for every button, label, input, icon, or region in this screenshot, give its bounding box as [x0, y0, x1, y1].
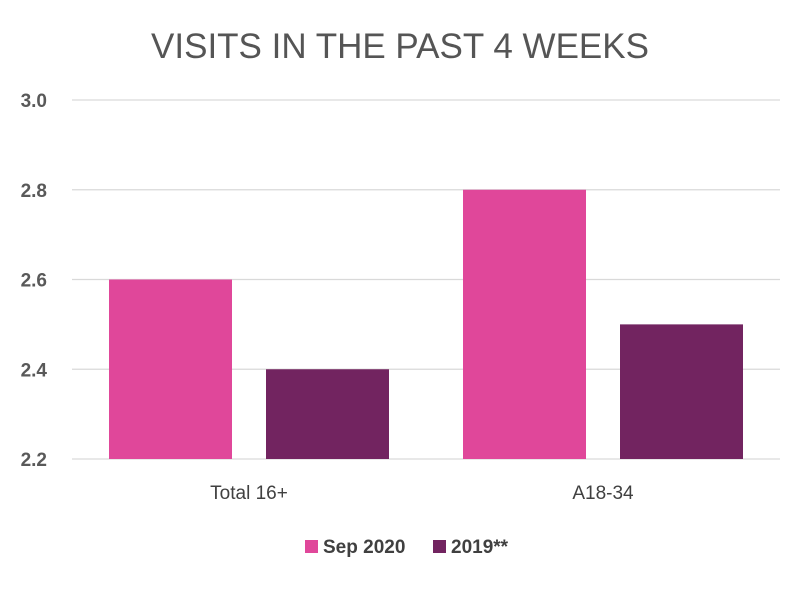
- x-category-label: A18-34: [572, 483, 634, 504]
- x-category-label: Total 16+: [210, 483, 288, 504]
- legend: Sep 2020 2019**: [305, 537, 509, 558]
- bar-2019-0: [266, 369, 389, 459]
- legend-label: 2019**: [451, 537, 509, 558]
- y-tick-label: 2.2: [21, 450, 47, 471]
- y-axis-ticks: 2.2 2.4 2.6 2.8 3.0: [21, 91, 48, 471]
- bar-sep-2020-1: [463, 189, 586, 459]
- x-axis-labels: Total 16+ A18-34: [210, 483, 634, 504]
- y-tick-label: 2.6: [21, 271, 47, 292]
- bar-2019-1: [620, 324, 743, 459]
- bar-sep-2020-0: [109, 279, 232, 459]
- legend-swatch: [433, 540, 446, 553]
- y-tick-label: 2.8: [21, 181, 47, 202]
- bars: [109, 189, 743, 459]
- chart-title: VISITS IN THE PAST 4 WEEKS: [151, 27, 649, 66]
- y-tick-label: 2.4: [21, 360, 48, 381]
- legend-label: Sep 2020: [323, 537, 405, 558]
- legend-swatch: [305, 540, 318, 553]
- y-tick-label: 3.0: [21, 91, 47, 112]
